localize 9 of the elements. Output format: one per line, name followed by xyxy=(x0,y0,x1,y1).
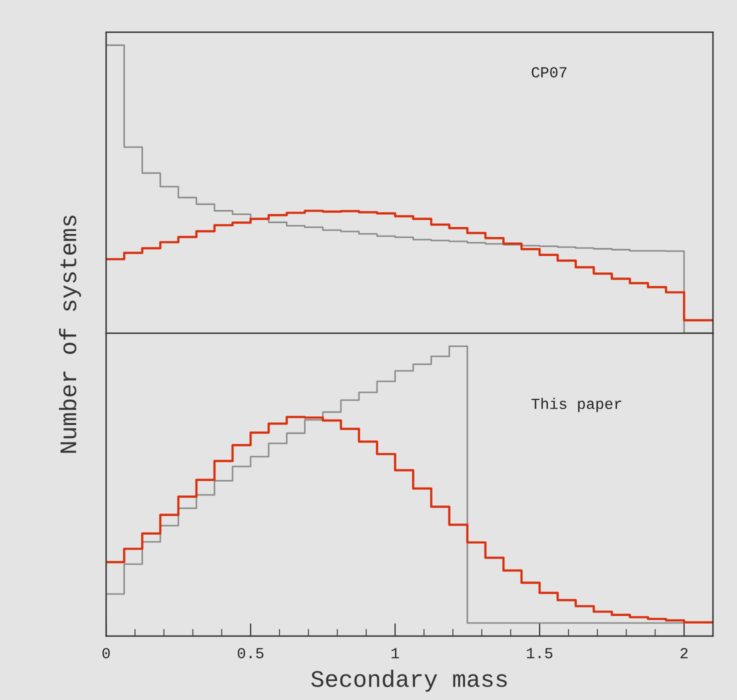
annotation: CP07 xyxy=(532,67,566,78)
x-tick-label: 0 xyxy=(102,648,110,658)
x-tick-label: 0.5 xyxy=(238,648,264,658)
x-axis-title: Secondary mass xyxy=(311,670,507,692)
x-tick-label: 2 xyxy=(680,648,688,658)
x-tick-label: 1 xyxy=(392,648,399,658)
y-axis-title: Number of systems xyxy=(59,216,82,453)
annotation: This paper xyxy=(531,398,622,412)
x-tick-label: 1.5 xyxy=(526,648,552,658)
